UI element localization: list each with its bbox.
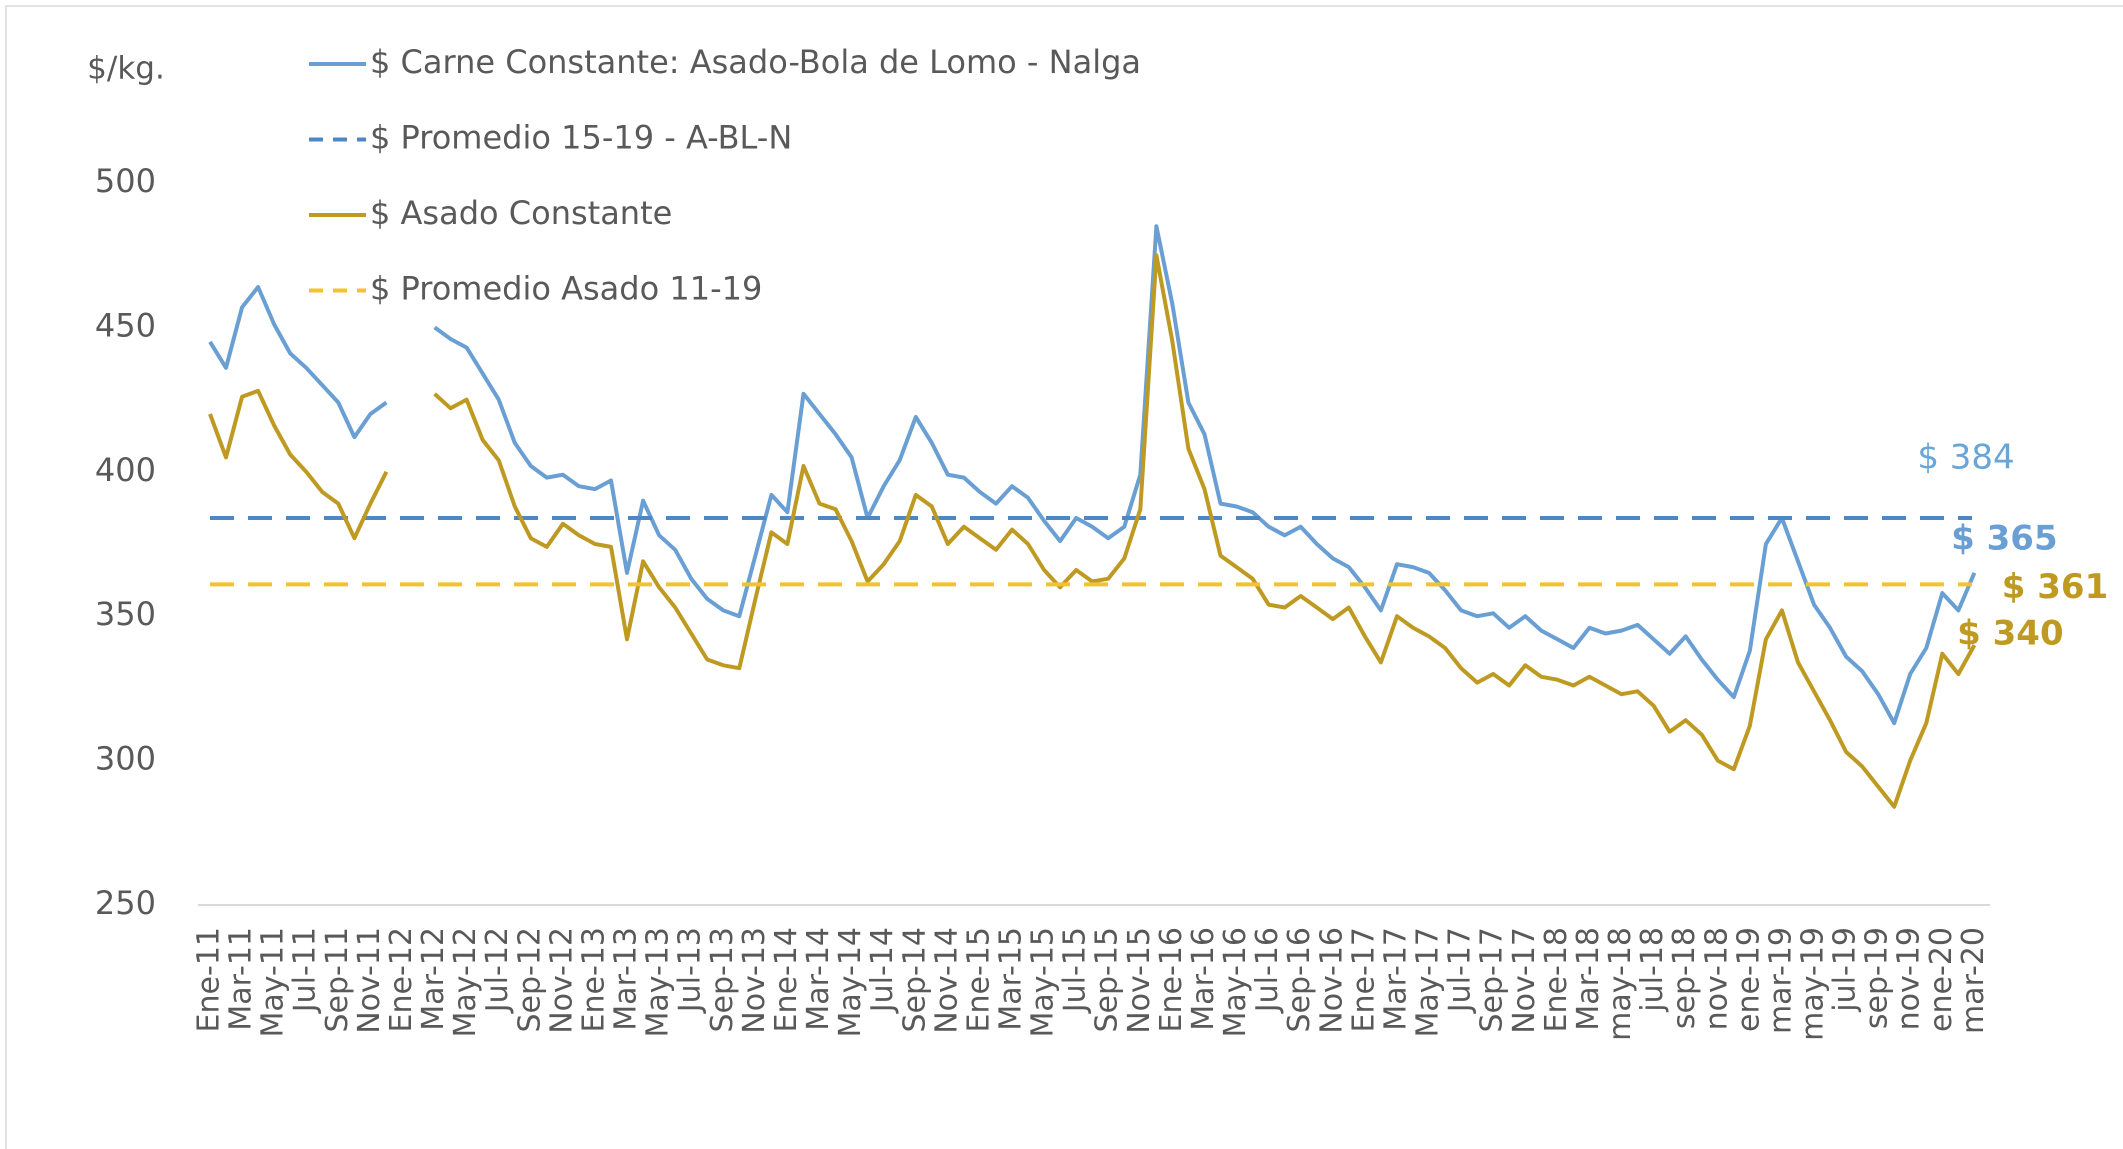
x-tick-label: ene-19	[1731, 927, 1766, 1032]
x-tick-label: Sep-12	[512, 927, 547, 1033]
x-tick-label: Nov-17	[1507, 927, 1542, 1034]
y-tick-label: 250	[95, 884, 156, 922]
y-tick-label: 350	[95, 595, 156, 633]
x-tick-label: Sep-13	[705, 927, 740, 1033]
data-line	[208, 388, 389, 541]
x-tick-label: May-13	[641, 927, 676, 1038]
x-tick-label: Nov-16	[1314, 927, 1349, 1034]
x-tick-label: mar-19	[1763, 927, 1798, 1034]
y-axis-label: $/kg.	[87, 51, 165, 87]
x-tick-label: Ene-14	[769, 927, 804, 1032]
x-tick-label: Jul-14	[865, 927, 900, 1014]
x-tick-label: Mar-14	[801, 927, 836, 1031]
x-tick-label: nov-19	[1892, 927, 1927, 1030]
y-tick-label: 300	[95, 740, 156, 778]
x-tick-label: May-15	[1026, 927, 1061, 1038]
x-tick-label: Sep-17	[1475, 927, 1510, 1033]
x-tick-label: Ene-17	[1346, 927, 1381, 1032]
x-tick-label: Ene-18	[1539, 927, 1574, 1032]
x-tick-label: Jul-17	[1443, 927, 1478, 1014]
data-label: $ 361	[2002, 567, 2108, 607]
x-tick-label: Mar-17	[1378, 927, 1413, 1031]
x-tick-label: Sep-16	[1282, 927, 1317, 1033]
data-label: $ 365	[1951, 518, 2057, 558]
x-tick-label: Jul-13	[673, 927, 708, 1014]
x-tick-label: sep-18	[1667, 927, 1702, 1029]
x-tick-label: Nov-14	[929, 927, 964, 1034]
x-tick-label: Sep-11	[320, 927, 355, 1033]
x-tick-label: Nov-12	[544, 927, 579, 1034]
frame	[5, 5, 2123, 1149]
x-tick-label: May-11	[256, 927, 291, 1038]
data-label: $ 384	[1917, 438, 2014, 478]
x-tick-label: may-19	[1796, 927, 1831, 1041]
x-tick-label: May-14	[833, 927, 868, 1038]
x-tick-label: mar-20	[1956, 927, 1991, 1034]
legend-label: $ Promedio 15-19 - A-BL-N	[370, 119, 792, 157]
x-tick-label: Nov-11	[352, 927, 387, 1034]
x-tick-label: may-18	[1603, 927, 1638, 1041]
x-tick-label: Mar-15	[994, 927, 1029, 1031]
legend-label: $ Carne Constante: Asado-Bola de Lomo - …	[370, 43, 1141, 81]
x-tick-label: jul-18	[1635, 927, 1670, 1013]
x-tick-label: Mar-11	[224, 927, 259, 1031]
x-tick-label: ene-20	[1924, 927, 1959, 1032]
x-tick-label: Nov-15	[1122, 927, 1157, 1034]
data-line	[433, 224, 1977, 726]
data-line	[433, 253, 1977, 809]
x-tick-label: sep-19	[1860, 927, 1895, 1029]
x-tick-label: Jul-15	[1058, 927, 1093, 1014]
x-tick-label: Mar-12	[416, 927, 451, 1031]
x-tick-label: Ene-15	[961, 927, 996, 1032]
x-tick-label: Mar-13	[609, 927, 644, 1031]
y-tick-label: 500	[95, 162, 156, 200]
x-tick-label: Ene-16	[1154, 927, 1189, 1032]
x-tick-label: May-17	[1411, 927, 1446, 1038]
x-tick-label: Jul-16	[1250, 927, 1285, 1014]
x-tick-label: Ene-13	[576, 927, 611, 1032]
x-tick-label: Jul-11	[288, 927, 323, 1014]
x-tick-label: Mar-16	[1186, 927, 1221, 1031]
y-tick-label: 450	[95, 306, 156, 344]
x-tick-label: Ene-11	[192, 927, 227, 1032]
x-tick-label: Sep-14	[897, 927, 932, 1033]
x-tick-label: nov-18	[1699, 927, 1734, 1030]
x-tick-label: Nov-13	[737, 927, 772, 1034]
data-label: $ 340	[1957, 614, 2063, 654]
x-tick-label: May-16	[1218, 927, 1253, 1038]
x-tick-label: Mar-18	[1571, 927, 1606, 1031]
x-tick-label: Sep-15	[1090, 927, 1125, 1033]
data-line	[208, 285, 388, 440]
x-tick-label: Jul-12	[480, 927, 515, 1014]
x-tick-label: May-12	[448, 927, 483, 1038]
x-tick-label: Ene-12	[384, 927, 419, 1032]
legend-label: $ Asado Constante	[370, 194, 672, 232]
x-tick-label: jul-19	[1828, 927, 1863, 1013]
legend-label: $ Promedio Asado 11-19	[370, 270, 762, 308]
y-tick-label: 400	[95, 451, 156, 489]
